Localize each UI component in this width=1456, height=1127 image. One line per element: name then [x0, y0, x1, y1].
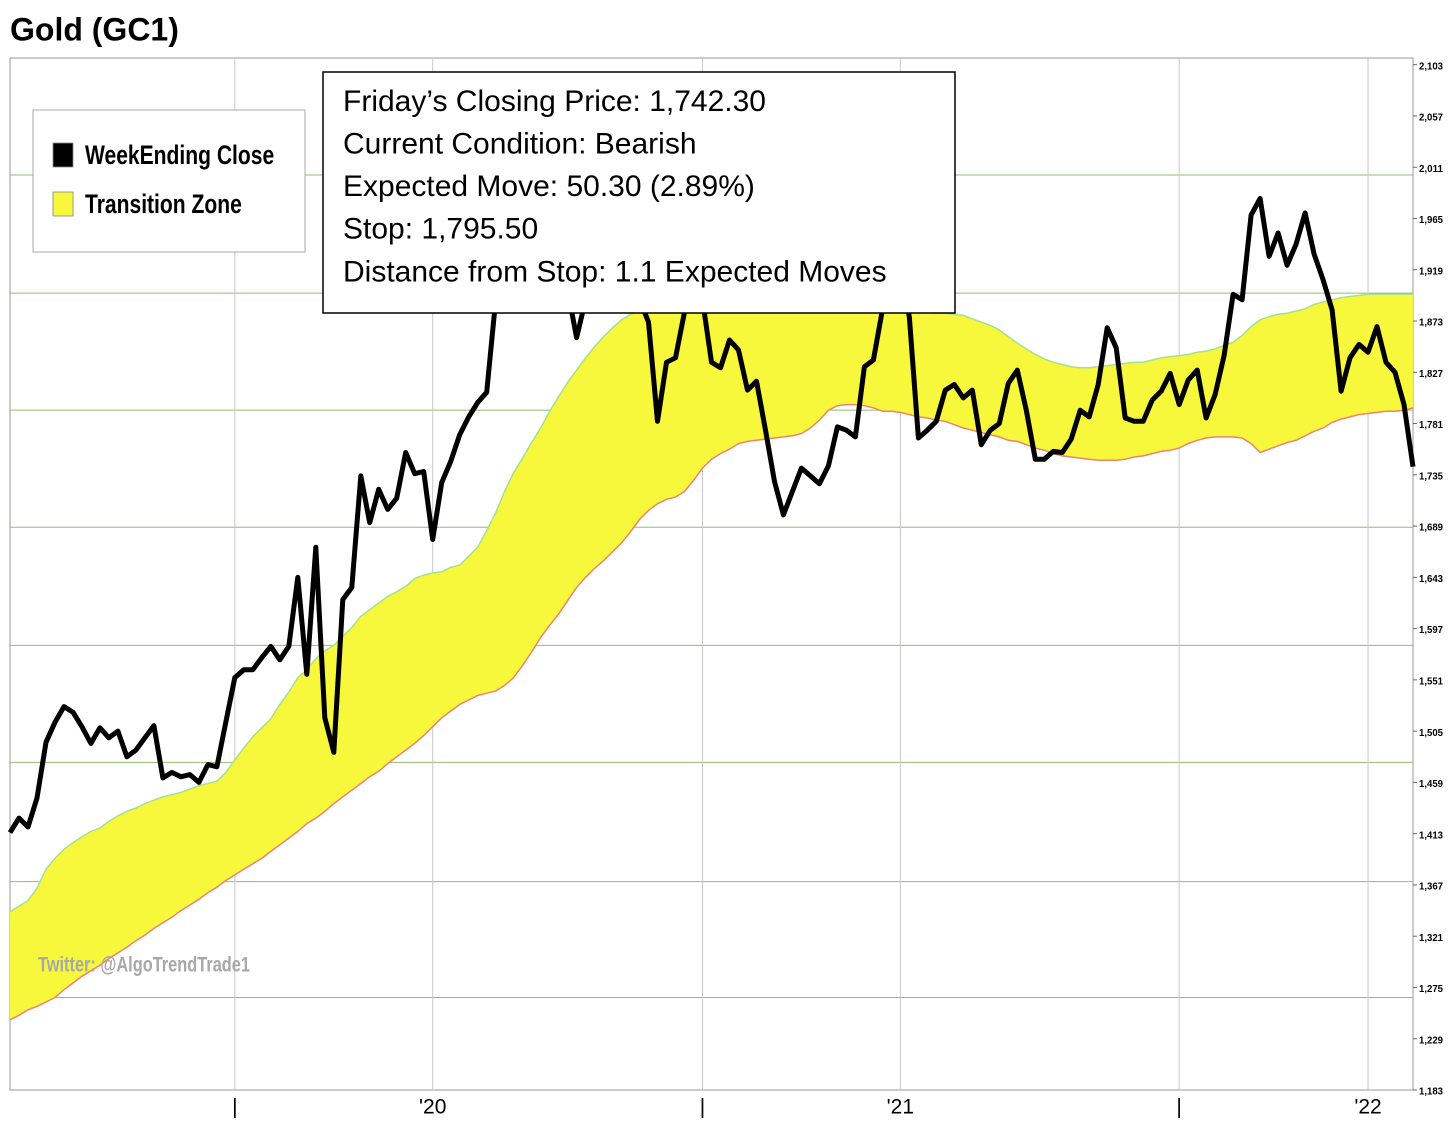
close-line [7, 195, 1416, 834]
band-area [10, 294, 1413, 1020]
plot-frame [9, 57, 1414, 1091]
legend-swatch [52, 191, 74, 217]
info-line: Expected Move: 50.30 (2.89%) [343, 170, 755, 203]
y-tick-label: 1,597 [1419, 625, 1443, 636]
y-tick-label: 2,057 [1419, 113, 1443, 124]
legend-swatch [52, 142, 74, 168]
x-tick-label: | [232, 1096, 237, 1119]
y-tick-label: 1,321 [1419, 933, 1443, 944]
y-tick-label: 1,275 [1419, 984, 1443, 995]
legend-box [32, 109, 306, 253]
x-tick-label: '20 [419, 1096, 446, 1119]
y-tick-label: 1,827 [1419, 369, 1443, 380]
y-tick-label: 1,643 [1419, 574, 1443, 585]
info-box [322, 71, 956, 314]
y-tick-label: 1,367 [1419, 882, 1443, 893]
overlay-layer: Friday’s Closing Price: 1,742.30 Current … [32, 71, 956, 314]
y-tick-label: 1,781 [1419, 420, 1443, 431]
chart-title: Gold (GC1) [10, 11, 179, 47]
data-layer [7, 195, 1416, 1021]
y-tick-label: 1,873 [1419, 318, 1443, 329]
y-tick-label: 1,689 [1419, 523, 1443, 534]
y-tick-label: 2,011 [1419, 164, 1443, 175]
band-lower-edge [9, 403, 1414, 1021]
x-tick-label: '22 [1354, 1096, 1381, 1119]
x-tick-label: | [1176, 1096, 1181, 1119]
legend-label: WeekEnding Close [85, 140, 274, 170]
info-line: Distance from Stop: 1.1 Expected Moves [343, 255, 887, 288]
y-tick-label: 2,103 [1419, 61, 1443, 72]
info-line: Current Condition: Bearish [343, 128, 697, 161]
y-tick-label: 1,413 [1419, 830, 1443, 841]
y-tick-label: 1,183 [1419, 1087, 1443, 1098]
info-line: Friday’s Closing Price: 1,742.30 [343, 85, 766, 118]
watermark: Twitter: @AlgoTrendTrade1 [38, 954, 250, 977]
x-tick-label: | [700, 1096, 705, 1119]
legend-label: Transition Zone [85, 189, 242, 219]
y-tick-label: 1,735 [1419, 471, 1443, 482]
y-tick-label: 1,965 [1419, 215, 1443, 226]
y-tick-label: 1,919 [1419, 266, 1443, 277]
y-tick-label: 1,459 [1419, 779, 1443, 790]
y-tick-label: 1,505 [1419, 728, 1443, 739]
info-line: Stop: 1,795.50 [343, 213, 538, 246]
y-tick-label: 1,229 [1419, 1035, 1443, 1046]
y-tick-label: 1,551 [1419, 677, 1443, 688]
x-tick-label: '21 [887, 1096, 914, 1119]
